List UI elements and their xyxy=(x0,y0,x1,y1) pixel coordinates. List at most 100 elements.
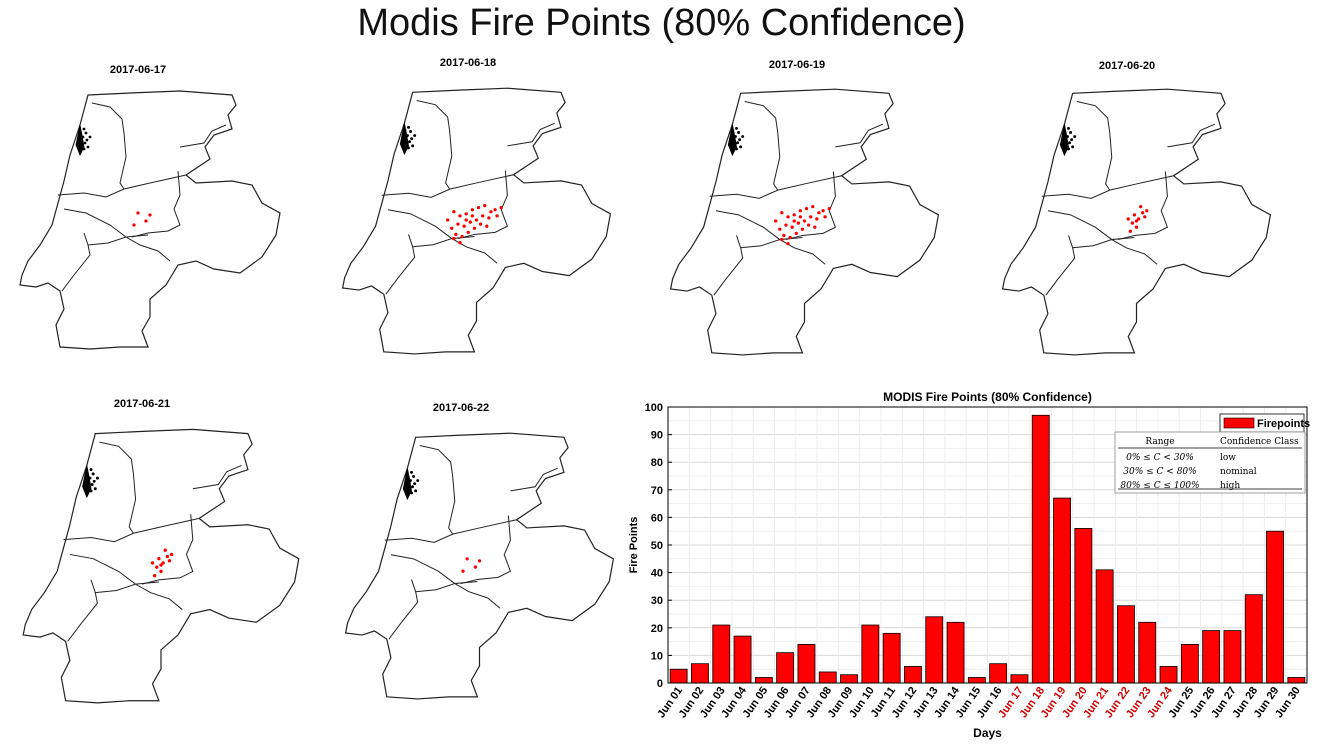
coastal-point xyxy=(735,126,738,130)
bar xyxy=(776,652,795,684)
map-date-label: 2017-06-19 xyxy=(768,59,826,71)
district-boundary xyxy=(1041,175,1174,199)
coastal-point xyxy=(83,141,87,145)
y-axis-label: Fire Points xyxy=(628,517,640,574)
region-outline xyxy=(1001,88,1272,356)
coastal-point xyxy=(735,147,738,151)
fire-point xyxy=(809,215,813,219)
fire-point xyxy=(806,223,811,227)
district-boundary xyxy=(415,583,501,609)
fire-point xyxy=(800,227,805,231)
bar xyxy=(1095,569,1114,684)
coastal-point xyxy=(409,479,412,483)
fire-point xyxy=(804,207,809,211)
fire-point xyxy=(468,220,472,224)
coastal-feature xyxy=(82,465,92,499)
district-boundary xyxy=(91,102,125,134)
bar xyxy=(1287,677,1306,684)
fire-point xyxy=(1130,221,1135,225)
map-date-label: 2017-06-18 xyxy=(439,57,497,69)
fire-point xyxy=(786,242,790,246)
coastal-point xyxy=(90,482,94,486)
fire-point xyxy=(786,215,790,219)
coastal-point xyxy=(416,479,420,483)
y-tick-label: 20 xyxy=(651,623,663,635)
region-outline xyxy=(344,432,615,700)
bar xyxy=(1180,643,1199,684)
fire-point xyxy=(774,219,778,223)
fire-point xyxy=(481,214,485,218)
district-boundary xyxy=(1117,171,1169,241)
fire-point xyxy=(148,213,152,217)
region-map xyxy=(19,90,281,350)
fire-point xyxy=(499,206,503,210)
fire-point xyxy=(485,224,489,228)
fire-point xyxy=(464,212,468,216)
fire-point xyxy=(470,214,475,218)
coastal-feature xyxy=(1059,124,1069,157)
fire-point xyxy=(1145,209,1149,213)
district-boundary xyxy=(715,210,803,241)
coastal-point xyxy=(410,137,414,141)
district-boundary xyxy=(141,514,194,585)
bar xyxy=(1244,594,1263,684)
fire-point xyxy=(493,208,497,212)
fire-point xyxy=(132,223,136,227)
y-tick-label: 10 xyxy=(651,650,663,662)
coastal-point xyxy=(741,135,745,139)
fire-point xyxy=(798,215,803,219)
fire-point xyxy=(1134,225,1139,229)
district-boundary xyxy=(87,236,171,262)
district-boundary xyxy=(179,124,227,148)
fire-point xyxy=(478,222,483,226)
coastal-point xyxy=(406,134,409,138)
map-date-label: 2017-06-20 xyxy=(1098,60,1156,72)
district-boundary xyxy=(385,234,416,295)
fire-point xyxy=(157,556,161,561)
coastal-point xyxy=(407,125,410,129)
bar xyxy=(904,666,922,684)
district-boundary xyxy=(773,132,781,191)
bar xyxy=(818,671,837,684)
bar xyxy=(691,663,709,684)
district-boundary xyxy=(67,579,98,642)
coastal-point xyxy=(95,476,99,480)
fire-point xyxy=(1134,219,1139,223)
coastal-point xyxy=(86,145,90,149)
coastal-point xyxy=(412,474,416,478)
district-boundary xyxy=(457,170,509,240)
fire-point xyxy=(792,213,796,217)
region-map xyxy=(344,432,615,700)
fire-point xyxy=(780,211,784,215)
district-boundary xyxy=(1105,132,1113,191)
district-boundary xyxy=(416,100,451,132)
bar xyxy=(1053,497,1071,684)
fire-point xyxy=(1136,217,1141,221)
map-date-label: 2017-06-22 xyxy=(432,402,490,414)
region-map xyxy=(1001,88,1272,356)
coastal-point xyxy=(734,135,737,139)
fire-points-bar-chart: MODIS Fire Points (80% Confidence) 0 10 20 3… xyxy=(628,390,1310,740)
district-boundary xyxy=(713,235,744,296)
fire-point xyxy=(1128,229,1132,233)
table-cell: low xyxy=(1220,453,1236,463)
fire-point xyxy=(1143,215,1147,219)
region-map xyxy=(341,87,612,355)
coastal-feature xyxy=(727,124,737,157)
fire-point xyxy=(461,569,465,573)
fire-point xyxy=(446,218,450,222)
coastal-point xyxy=(92,479,96,483)
coastal-point xyxy=(85,138,89,142)
coastal-point xyxy=(738,138,742,142)
y-tick-label: 40 xyxy=(651,568,663,580)
fire-point xyxy=(487,216,491,220)
fire-point xyxy=(794,231,798,236)
coastal-point xyxy=(410,491,413,495)
coastal-feature xyxy=(399,123,409,156)
y-tick-label: 70 xyxy=(651,485,663,497)
fire-point xyxy=(169,552,174,557)
coastal-point xyxy=(408,140,411,144)
fire-point xyxy=(483,203,487,208)
bar xyxy=(1010,674,1029,684)
fire-point xyxy=(815,217,819,221)
